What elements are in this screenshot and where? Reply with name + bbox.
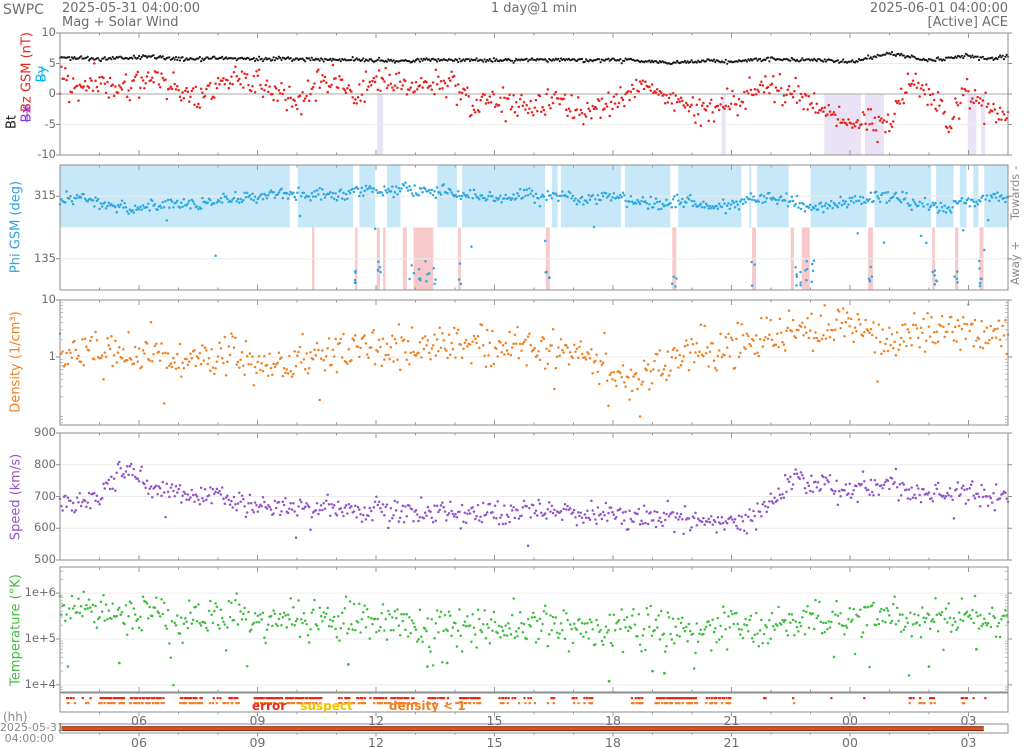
hh-axis-label: (hh) — [3, 710, 28, 724]
y-tick-label: 135 — [34, 250, 56, 265]
start-datetime: 2025-05-31 04:00:00 — [62, 1, 201, 16]
y-tick-label: 5 — [48, 55, 56, 70]
panel-phi-gsm — [60, 165, 1008, 290]
x-tick-label-overview: 06 — [131, 734, 147, 748]
panel-density — [60, 300, 1008, 425]
y-tick-label: 700 — [34, 488, 56, 503]
time-range-selector[interactable] — [60, 723, 1008, 734]
x-tick-label: 00 — [842, 712, 858, 728]
x-tick-label-overview: 12 — [368, 734, 384, 748]
x-tick-label-overview: 21 — [723, 734, 740, 748]
panel-speed — [60, 433, 1008, 560]
data-quality-strip — [60, 693, 1008, 712]
x-tick-label: 09 — [249, 712, 266, 728]
y-tick-label: 800 — [34, 456, 56, 471]
end-datetime: 2025-06-01 04:00:00 — [869, 1, 1008, 16]
x-tick-label: 03 — [960, 712, 977, 728]
bar-start-time: 04:00:00 — [4, 732, 54, 745]
y-tick-label: 10 — [41, 292, 56, 306]
x-tick-label-overview: 03 — [960, 734, 977, 748]
bar-start-date: 2025-05-31 — [0, 721, 64, 734]
cadence-label: 1 day@1 min — [490, 1, 578, 16]
y-tick-label: -5 — [44, 116, 56, 131]
x-tick-label-overview: 15 — [486, 734, 503, 748]
x-tick-label: 15 — [486, 712, 503, 728]
x-tick-label: 21 — [723, 712, 740, 728]
plot-title: Mag + Solar Wind — [62, 15, 179, 30]
y-tick-label: 10 — [41, 25, 56, 39]
legend-error: error — [252, 699, 287, 713]
y-tick-label: 1e+5 — [24, 630, 56, 645]
y-tick-label: 900 — [34, 425, 56, 439]
x-tick-label-overview: 00 — [842, 734, 858, 748]
y-tick-label: -10 — [37, 147, 56, 161]
flag-legend: error suspect density < 1 — [252, 699, 476, 713]
x-tick-label-overview: 18 — [605, 734, 621, 748]
y-tick-label: 500 — [34, 552, 56, 566]
x-tick-label: 18 — [605, 712, 621, 728]
y-tick-label: 0 — [48, 86, 56, 100]
y-tick-label: 1e+4 — [24, 676, 56, 691]
legend-density-lt-1: density < 1 — [388, 699, 466, 713]
y-tick-label: 1 — [48, 348, 56, 363]
source-status-badge: [Active] ACE — [927, 15, 1008, 30]
panel-mag — [60, 33, 1008, 155]
brand-label: SWPC — [3, 2, 44, 18]
x-tick-label: 06 — [131, 712, 147, 728]
legend-suspect: suspect — [300, 699, 353, 713]
y-tick-label: 1e+6 — [24, 585, 56, 600]
panel-temperature — [60, 567, 1008, 692]
x-tick-label-overview: 09 — [249, 734, 266, 748]
y-tick-label: 315 — [34, 188, 56, 203]
y-tick-label: 600 — [34, 520, 56, 535]
x-tick-label: 12 — [368, 712, 384, 728]
